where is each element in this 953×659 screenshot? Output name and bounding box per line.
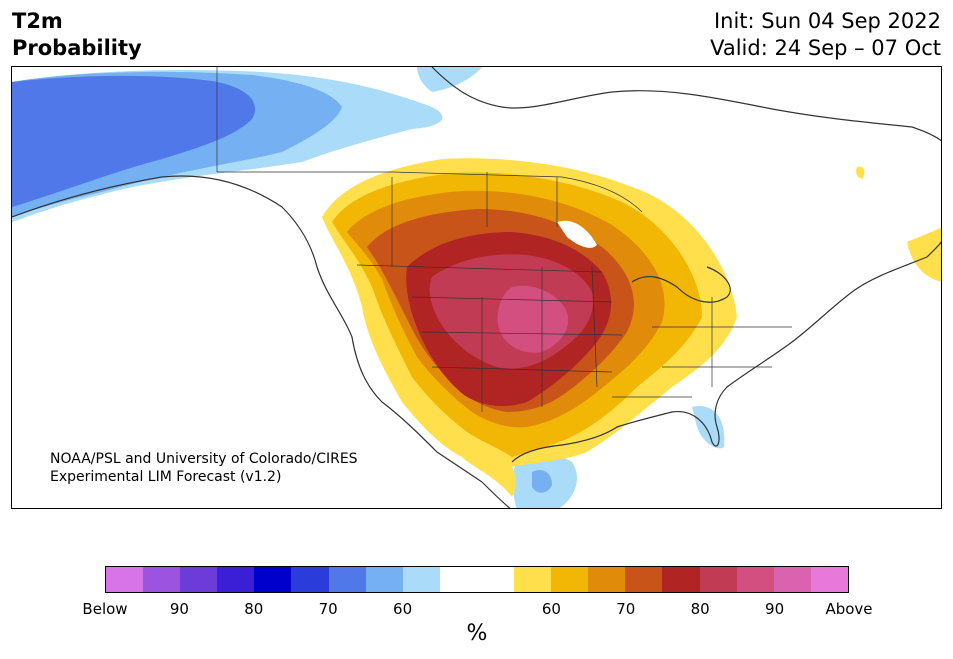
date-info: Init: Sun 04 Sep 2022 Valid: 24 Sep – 07… [710, 8, 941, 62]
coastlines [12, 67, 941, 508]
colorbar-segment [662, 567, 700, 592]
colorbar-segment [328, 567, 366, 592]
colorbar-segment [736, 567, 774, 592]
colorbar-tick-label: 90 [765, 600, 785, 618]
above-60-newfoundland [907, 227, 941, 282]
colorbar-segment [365, 567, 403, 592]
probability-title: Probability [12, 36, 142, 60]
colorbar-tick-label: 70 [616, 600, 636, 618]
colorbar-segment [476, 567, 515, 592]
colorbar-tick-label: 60 [393, 600, 413, 618]
colorbar [105, 566, 849, 593]
credit-line-2: Experimental LIM Forecast (v1.2) [50, 469, 282, 485]
colorbar-segment [143, 567, 181, 592]
borders [216, 67, 792, 412]
init-date: Init: Sun 04 Sep 2022 [713, 9, 941, 33]
variable-title: T2m [12, 9, 63, 33]
valid-range: Valid: 24 Sep – 07 Oct [710, 36, 941, 60]
above-60-hudson [856, 166, 865, 179]
below-70-texas [532, 470, 552, 493]
colorbar-tick-label: 60 [541, 600, 561, 618]
colorbar-tick-label: 90 [169, 600, 189, 618]
colorbar-segment [773, 567, 811, 592]
colorbar-segment [291, 567, 329, 592]
colorbar-segment [588, 567, 626, 592]
colorbar-segment [402, 567, 440, 592]
lake-white [557, 220, 597, 248]
above-95 [497, 285, 569, 353]
below-60-florida [692, 406, 725, 449]
colorbar-tick-label: Above [825, 600, 873, 618]
colorbar-segment [106, 567, 144, 592]
below-60-greenland [417, 67, 482, 92]
map-canvas [12, 67, 941, 508]
colorbar-units: % [466, 621, 488, 646]
colorbar-segment [217, 567, 255, 592]
colorbar-segment [810, 567, 848, 592]
credit-text: NOAA/PSL and University of Colorado/CIRE… [50, 450, 358, 486]
colorbar-tick-label: Below [82, 600, 128, 618]
colorbar-segment [514, 567, 552, 592]
colorbar-segment [180, 567, 218, 592]
credit-line-1: NOAA/PSL and University of Colorado/CIRE… [50, 451, 358, 467]
below-80-alaska [12, 75, 256, 207]
colorbar-tick-label: 80 [690, 600, 710, 618]
colorbar-segment [254, 567, 292, 592]
map-title: T2m Probability [12, 8, 142, 62]
colorbar-segment [439, 567, 477, 592]
colorbar-segment [625, 567, 663, 592]
probability-map: NOAA/PSL and University of Colorado/CIRE… [11, 66, 942, 509]
colorbar-segment [699, 567, 737, 592]
colorbar-segment [551, 567, 589, 592]
colorbar-tick-label: 80 [244, 600, 264, 618]
colorbar-tick-label: 70 [318, 600, 338, 618]
